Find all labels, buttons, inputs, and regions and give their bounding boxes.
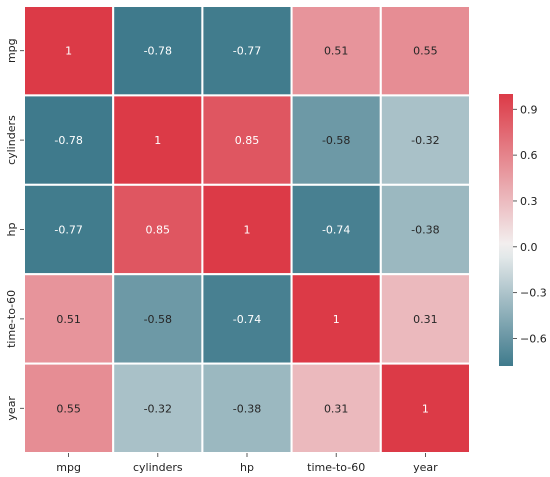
y-tick-label: hp	[5, 223, 18, 237]
heatmap-cell-mpg-cylinders	[112, 5, 204, 97]
cell-value-label: 0.55	[413, 45, 438, 58]
cell-value-label: -0.38	[233, 402, 261, 415]
colorbar-tick-label: 0.0	[520, 241, 538, 254]
y-tick-label: cylinders	[5, 115, 18, 165]
cell-value-label: -0.74	[233, 313, 261, 326]
cell-value-label: 1	[422, 402, 429, 415]
x-tick-label: mpg	[56, 461, 81, 474]
colorbar-tick-label: −0.6	[520, 332, 547, 345]
cell-value-label: 0.55	[56, 402, 81, 415]
x-axis-ticks: mpg cylinders hp time-to-60 year	[56, 453, 438, 474]
cell-value-label: -0.58	[144, 313, 172, 326]
heatmap-cell-time-to-60-cylinders	[112, 273, 204, 365]
colorbar-gradient	[499, 94, 513, 366]
x-tick-label: hp	[240, 461, 254, 474]
y-tick-label: mpg	[5, 38, 18, 63]
heatmap-cell-hp-time-to-60	[290, 183, 382, 276]
cell-value-label: -0.74	[322, 224, 350, 237]
cell-value-label: 0.51	[56, 313, 81, 326]
heatmap-cell-hp-cylinders	[112, 183, 204, 276]
cell-value-label: -0.78	[144, 45, 172, 58]
cell-value-label: 1	[154, 134, 161, 147]
y-tick-label: time-to-60	[5, 290, 18, 348]
cell-value-label: 0.31	[413, 313, 438, 326]
cell-value-label: 1	[333, 313, 340, 326]
cell-value-label: -0.38	[411, 224, 439, 237]
heatmap-cell-labels: 1 -0.78 -0.77 0.51 0.55 -0.78 1 0.85 -0.58 -0.32 -…	[54, 45, 439, 416]
cell-value-label: -0.58	[322, 134, 350, 147]
heatmap-cell-time-to-60-time-to-60	[290, 273, 382, 365]
y-tick-label: year	[5, 396, 18, 421]
heatmap-cell-year-cylinders	[112, 362, 204, 455]
colorbar-tick-label: 0.9	[520, 103, 538, 116]
heatmap-cell-cylinders-year	[379, 94, 471, 186]
cell-value-label: -0.32	[144, 402, 172, 415]
heatmap-cell-time-to-60-hp	[201, 273, 293, 365]
cell-value-label: -0.77	[233, 45, 261, 58]
cell-value-label: 0.51	[324, 45, 349, 58]
colorbar-tick-label: −0.3	[520, 287, 547, 300]
heatmap-cell-mpg-mpg	[23, 5, 115, 97]
x-tick-label: time-to-60	[307, 461, 365, 474]
heatmap-cells	[23, 5, 471, 455]
colorbar: 0.9 0.6 0.3 0.0 −0.3 −0.6	[499, 94, 547, 366]
cell-value-label: 1	[65, 45, 72, 58]
colorbar-tick-label: 0.3	[520, 195, 538, 208]
cell-value-label: 0.85	[146, 224, 171, 237]
cell-value-label: 0.85	[235, 134, 260, 147]
heatmap-cell-cylinders-hp	[201, 94, 293, 186]
colorbar-tick-label: 0.6	[520, 149, 538, 162]
cell-value-label: 1	[244, 224, 251, 237]
heatmap-cell-time-to-60-year	[379, 273, 471, 365]
colorbar-ticks: 0.9 0.6 0.3 0.0 −0.3 −0.6	[513, 103, 547, 345]
x-tick-label: year	[413, 461, 438, 474]
cell-value-label: 0.31	[324, 402, 349, 415]
heatmap-cell-year-mpg	[23, 362, 115, 455]
heatmap-cell-year-hp	[201, 362, 293, 455]
cell-value-label: -0.78	[54, 134, 82, 147]
cell-value-label: -0.32	[411, 134, 439, 147]
cell-value-label: -0.77	[54, 224, 82, 237]
y-axis-ticks: mpg cylinders hp time-to-60 year	[5, 38, 24, 421]
x-tick-label: cylinders	[133, 461, 183, 474]
